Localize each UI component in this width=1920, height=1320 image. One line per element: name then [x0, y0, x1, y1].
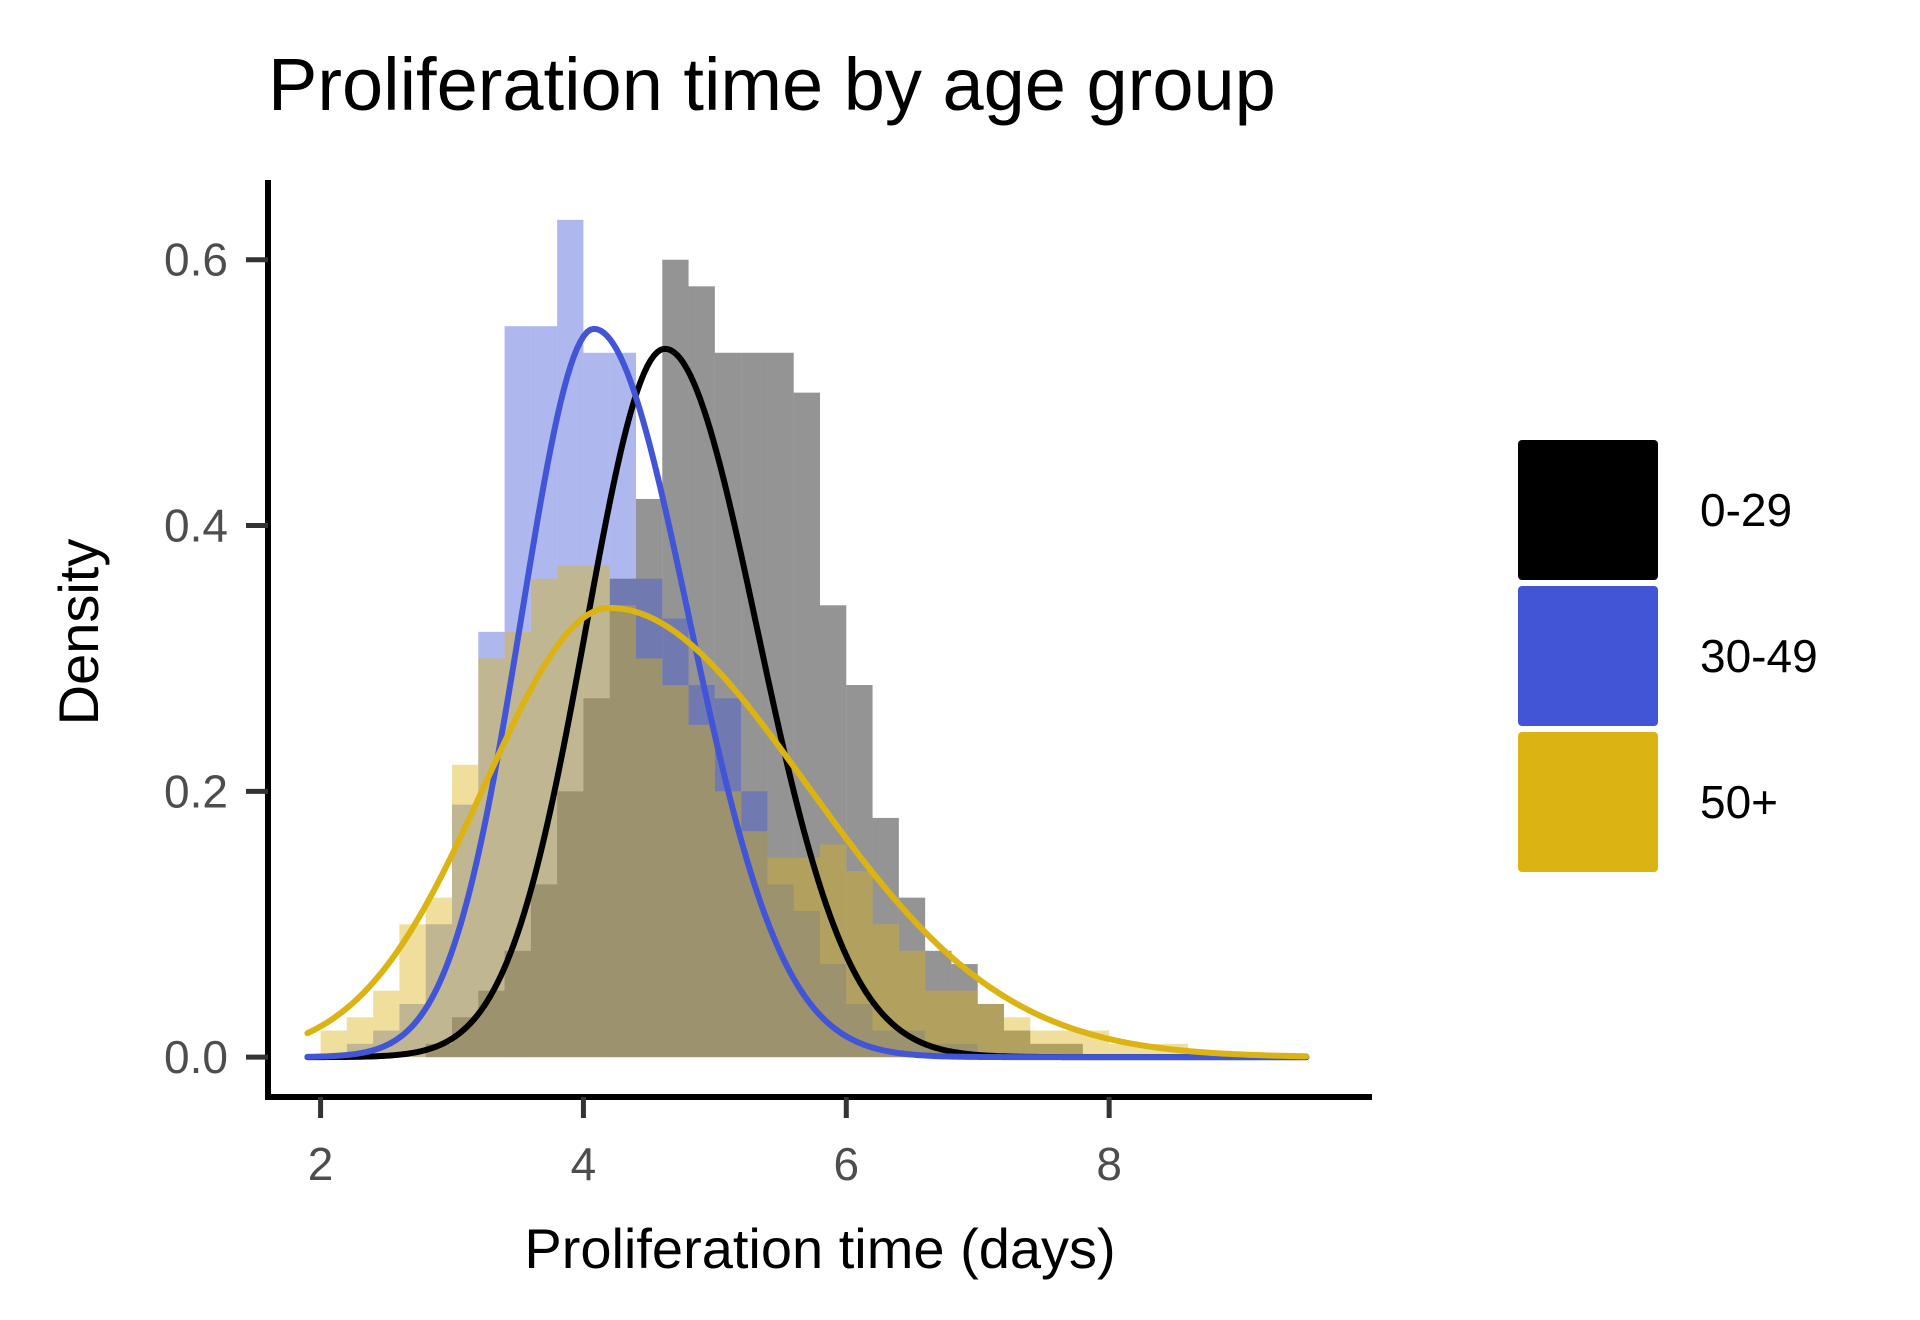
- density-curve-30-49: [304, 325, 1310, 1061]
- hist-bar: [1109, 1043, 1136, 1058]
- legend-key-0-29: [1518, 440, 1658, 580]
- legend-label: 30-49: [1700, 630, 1818, 682]
- hist-bar: [609, 578, 636, 1058]
- x-tick-label: 6: [833, 1138, 859, 1190]
- legend: 0-29 30-49 50+: [1518, 440, 1818, 872]
- hist-bar: [583, 565, 610, 1058]
- axes: 0.0 0.2 0.4 0.6 2 4 6 8: [164, 180, 1372, 1190]
- hist-bar: [583, 352, 610, 1058]
- y-axis-title: Density: [47, 539, 110, 726]
- x-tick-label: 2: [308, 1138, 334, 1190]
- hist-bar: [1030, 1043, 1057, 1058]
- y-tick-label: 0.0: [164, 1031, 228, 1083]
- hist-bar: [662, 618, 689, 1058]
- hist-bar: [820, 964, 847, 1058]
- plot-area: [304, 219, 1310, 1061]
- y-ticks: 0.0 0.2 0.4 0.6: [164, 234, 268, 1083]
- histogram-0-29: [425, 259, 1083, 1058]
- hist-bar: [636, 498, 663, 1058]
- y-tick-label: 0.4: [164, 500, 228, 552]
- hist-bar: [925, 950, 952, 1058]
- x-tick-label: 8: [1096, 1138, 1122, 1190]
- hist-bar: [1056, 1043, 1083, 1058]
- histogram-50+: [320, 565, 1188, 1058]
- hist-bar: [741, 831, 768, 1058]
- hist-bar: [662, 685, 689, 1058]
- hist-bar: [557, 565, 584, 1058]
- hist-bar: [872, 924, 899, 1058]
- hist-bar: [741, 791, 768, 1058]
- hist-bar: [1056, 1030, 1083, 1058]
- y-tick-label: 0.6: [164, 234, 228, 286]
- x-axis-title: Proliferation time (days): [524, 1217, 1115, 1280]
- y-tick-label: 0.2: [164, 765, 228, 817]
- hist-bar: [609, 605, 636, 1058]
- hist-bar: [977, 1003, 1004, 1058]
- hist-bar: [1030, 1030, 1057, 1058]
- hist-bar: [636, 578, 663, 1058]
- x-ticks: 2 4 6 8: [308, 1097, 1122, 1190]
- hist-bar: [793, 392, 820, 1058]
- legend-key-30-49: [1518, 586, 1658, 726]
- hist-bar: [951, 964, 978, 1058]
- histogram-layer: [320, 219, 1188, 1058]
- chart-title: Proliferation time by age group: [268, 43, 1276, 126]
- legend-label: 0-29: [1700, 484, 1792, 536]
- hist-bar: [530, 578, 558, 1058]
- hist-bar: [1004, 1017, 1031, 1058]
- hist-bar: [662, 259, 689, 1058]
- hist-bar: [688, 685, 715, 1058]
- density-curve-50+: [304, 604, 1310, 1060]
- hist-bar: [504, 950, 531, 1058]
- hist-bar: [478, 990, 505, 1058]
- density-curve-layer: [304, 325, 1310, 1061]
- hist-bar: [636, 658, 663, 1058]
- legend-label: 50+: [1700, 776, 1778, 828]
- hist-bar: [530, 884, 558, 1058]
- hist-bar: [977, 1003, 1004, 1058]
- legend-key-50+: [1518, 732, 1658, 872]
- hist-bar: [793, 857, 820, 1058]
- hist-bar: [688, 724, 715, 1058]
- hist-bar: [1004, 1030, 1031, 1058]
- hist-bar: [557, 791, 584, 1058]
- hist-bar: [951, 990, 978, 1058]
- hist-bar: [714, 791, 742, 1058]
- x-tick-label: 4: [571, 1138, 597, 1190]
- hist-bar: [583, 698, 610, 1058]
